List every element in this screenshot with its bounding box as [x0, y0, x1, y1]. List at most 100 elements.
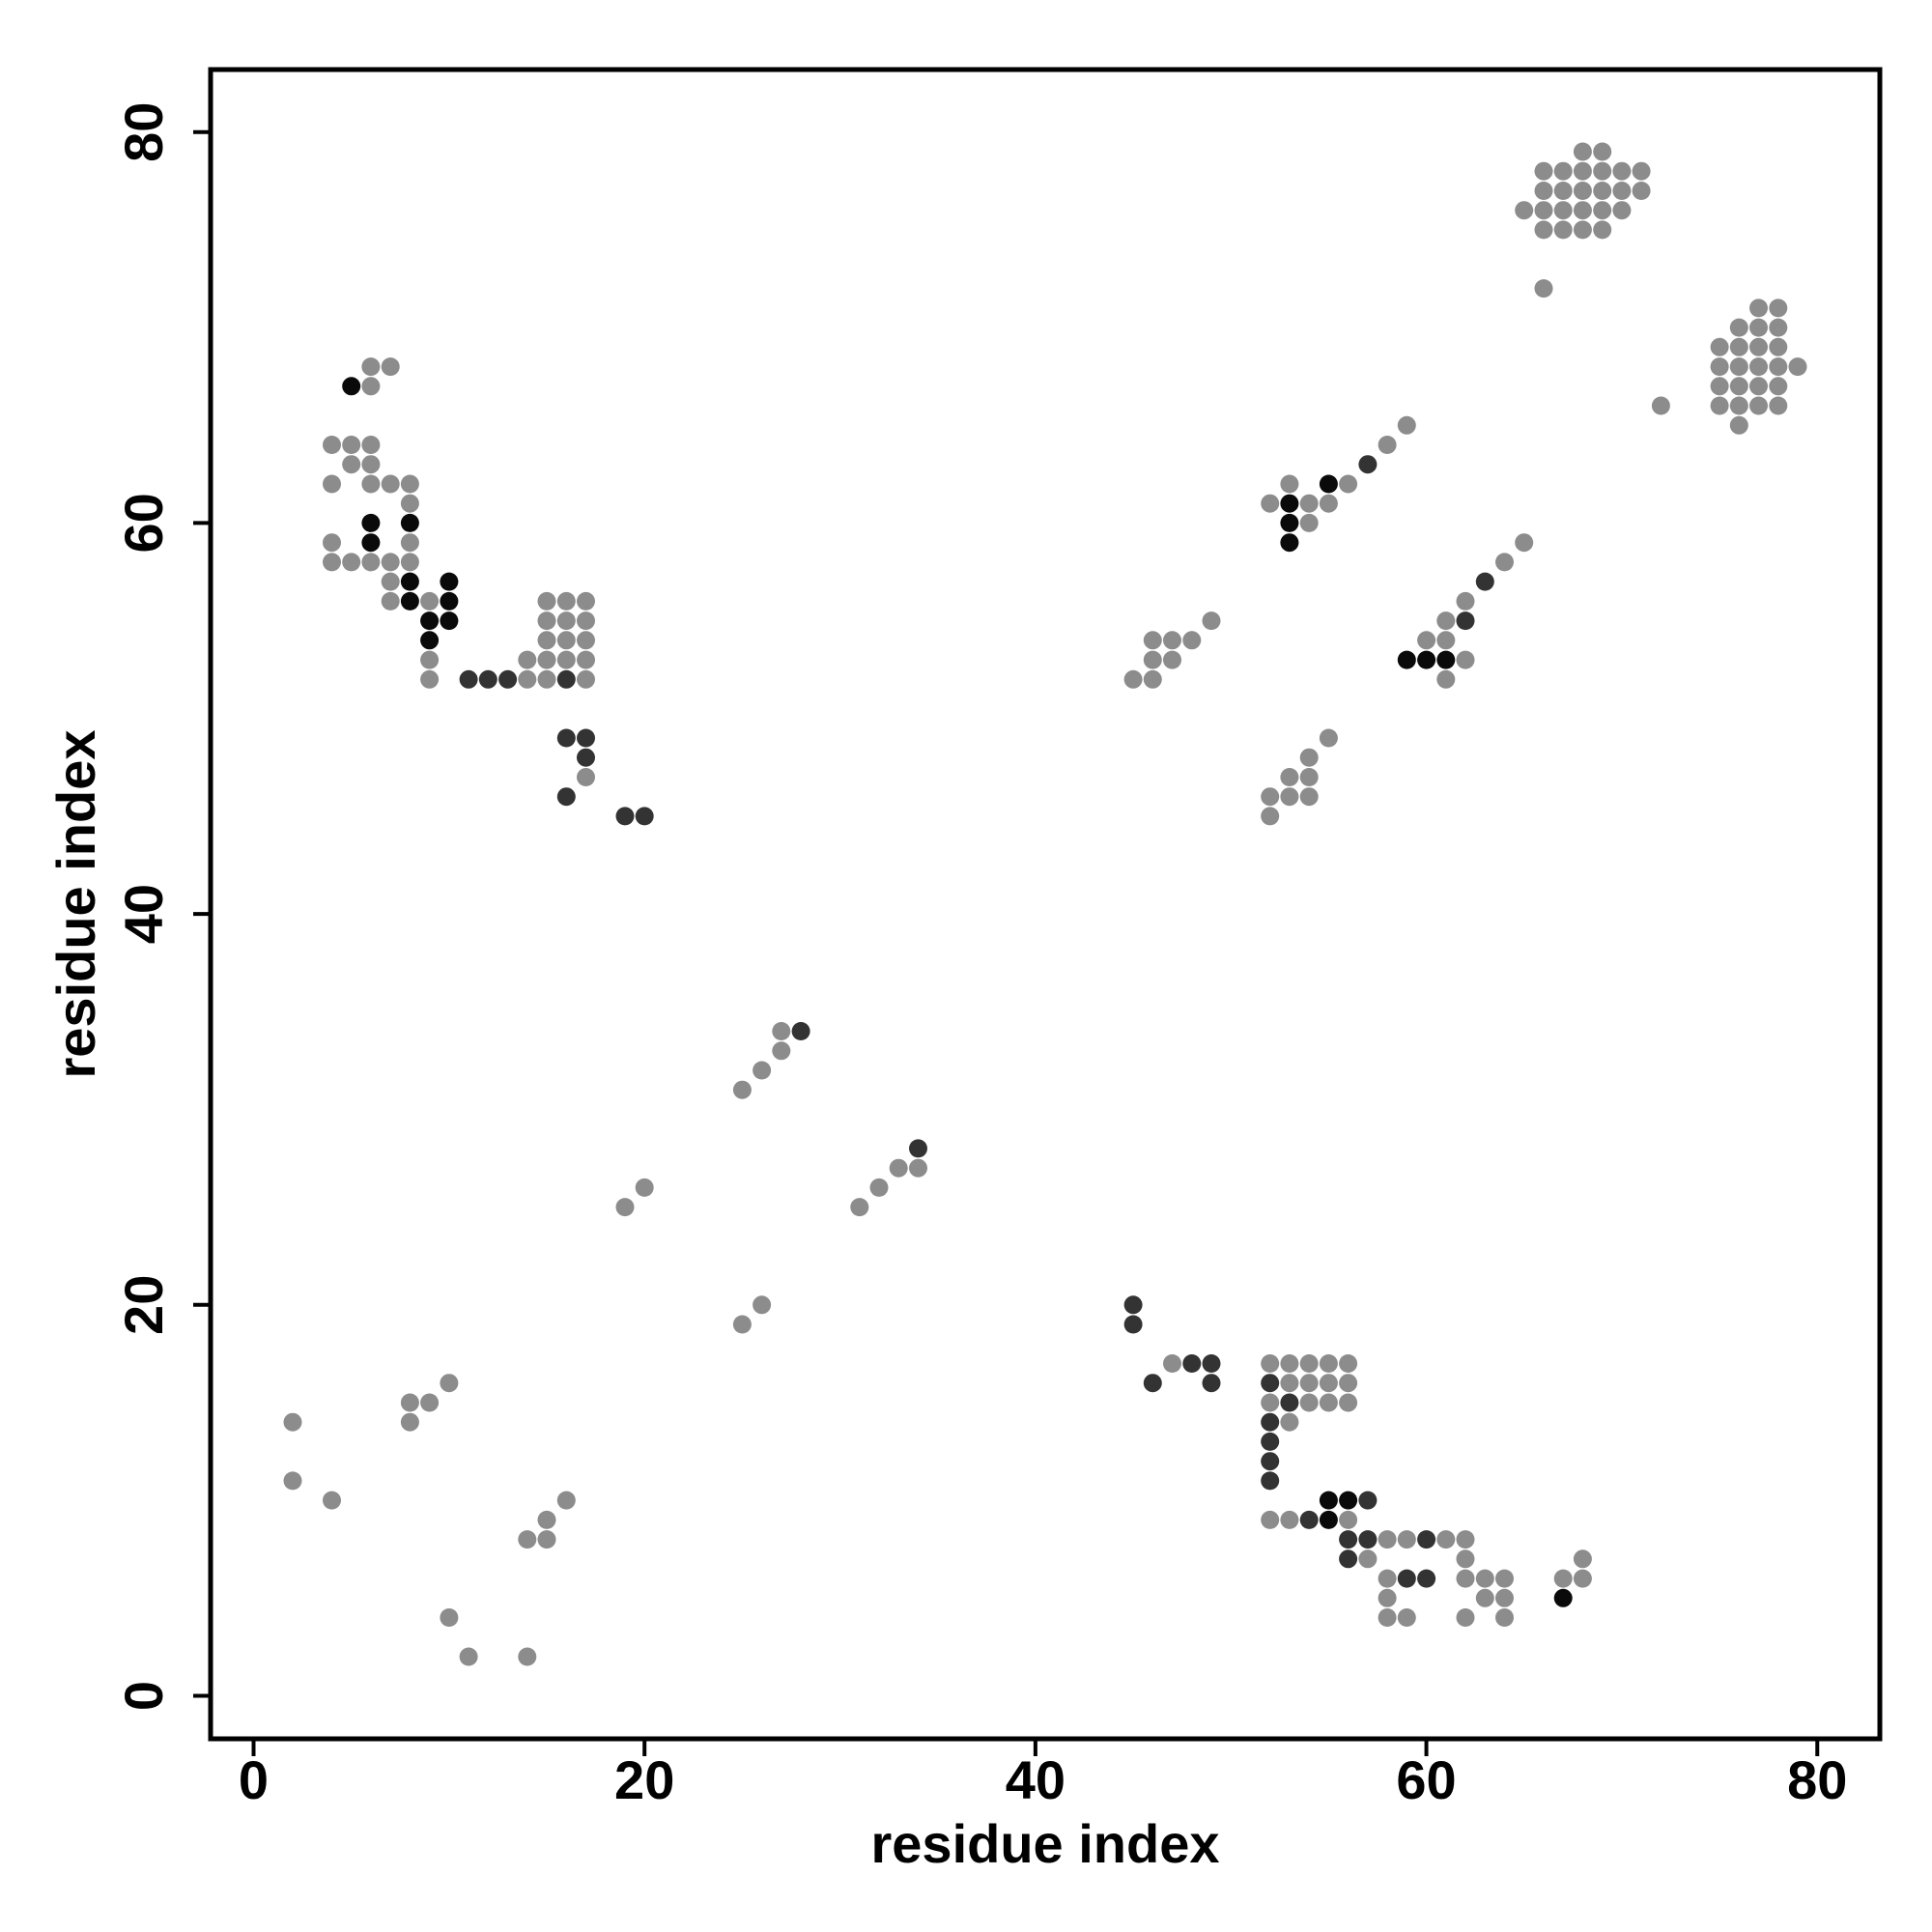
data-point-light [518, 669, 537, 689]
data-point-light [1749, 377, 1768, 396]
data-point-light [1729, 377, 1748, 396]
x-tick-label: 20 [614, 1749, 674, 1810]
data-point-light [1553, 1569, 1573, 1588]
data-point-light [1456, 650, 1475, 669]
data-point-dark [791, 1022, 810, 1040]
data-point-light [577, 591, 595, 611]
data-point-light [1378, 1608, 1397, 1627]
data-point-black [1319, 1491, 1338, 1510]
data-point-light [1339, 1510, 1358, 1529]
data-point-black [1280, 494, 1299, 513]
data-point-black [1339, 1491, 1358, 1510]
data-point-light [1143, 650, 1162, 669]
data-point-light [1475, 1588, 1494, 1607]
data-point-black [361, 533, 381, 553]
data-point-light [323, 533, 341, 553]
x-tick-label: 80 [1787, 1749, 1847, 1810]
data-point-light [1339, 1393, 1358, 1412]
data-point-light [577, 631, 595, 650]
data-point-light [1319, 1393, 1338, 1412]
data-point-light [400, 494, 419, 513]
data-point-light [1378, 436, 1397, 454]
data-point-light [323, 474, 341, 494]
data-point-black [400, 513, 419, 532]
data-point-light [577, 611, 595, 631]
data-point-light [909, 1158, 927, 1178]
data-point-light [1534, 279, 1553, 298]
data-point-light [1710, 377, 1729, 396]
data-point-light [1573, 182, 1592, 200]
data-point-light [1749, 337, 1768, 356]
data-point-light [1456, 1608, 1475, 1627]
data-point-dark [1261, 1471, 1280, 1491]
data-point-light [361, 357, 381, 377]
data-point-light [1749, 318, 1768, 337]
data-point-light [1280, 1354, 1299, 1373]
data-point-light [1397, 415, 1416, 435]
data-point-light [1593, 201, 1612, 220]
data-point-light [400, 553, 419, 572]
data-point-light [1593, 220, 1612, 240]
data-point-light [1593, 161, 1612, 181]
y-tick-label: 20 [113, 1275, 174, 1335]
data-point-light [1163, 650, 1181, 669]
data-point-light [323, 1491, 341, 1510]
data-point-light [1553, 161, 1573, 181]
data-point-light [1612, 161, 1632, 181]
data-point-light [342, 436, 361, 454]
data-point-light [361, 455, 381, 474]
data-point-light [440, 1608, 459, 1627]
x-axis-title: residue index [870, 1813, 1219, 1874]
data-point-light [1397, 1608, 1416, 1627]
data-point-light [1710, 396, 1729, 415]
data-point-dark [909, 1139, 927, 1158]
data-point-dark [498, 669, 518, 689]
data-point-dark [1358, 455, 1378, 474]
data-point-light [1280, 768, 1299, 786]
y-axis-title: residue index [45, 729, 106, 1078]
data-point-light [1299, 494, 1319, 513]
data-point-light [1378, 1530, 1397, 1549]
data-point-dark [577, 748, 595, 767]
data-point-light [1593, 142, 1612, 161]
data-point-dark [1417, 1530, 1436, 1549]
y-tick-label: 40 [113, 884, 174, 944]
data-point-light [732, 1315, 752, 1334]
data-point-light [1749, 396, 1768, 415]
data-point-light [518, 650, 537, 669]
data-point-light [1456, 1569, 1475, 1588]
y-tick-label: 0 [113, 1681, 174, 1711]
data-point-dark [635, 807, 654, 826]
data-point-light [1319, 494, 1338, 513]
data-point-black [420, 631, 440, 650]
data-point-light [1339, 474, 1358, 494]
data-point-light [1143, 669, 1162, 689]
data-point-light [1495, 1588, 1514, 1607]
data-point-light [889, 1158, 908, 1178]
data-point-light [1475, 1569, 1494, 1588]
data-point-light [518, 1530, 537, 1549]
data-point-light [1710, 357, 1729, 377]
data-point-light [1319, 728, 1338, 748]
data-point-light [537, 1530, 556, 1549]
data-point-light [1261, 1354, 1280, 1373]
data-point-light [1358, 1549, 1378, 1569]
data-point-dark [615, 807, 635, 826]
data-point-black [420, 611, 440, 631]
data-point-light [381, 591, 400, 611]
data-point-black [1417, 650, 1436, 669]
data-point-black [342, 377, 361, 396]
data-point-light [869, 1178, 889, 1197]
data-point-dark [1358, 1530, 1378, 1549]
data-point-light [1593, 182, 1612, 200]
data-point-black [1397, 650, 1416, 669]
data-point-light [1182, 631, 1202, 650]
data-point-light [1769, 318, 1788, 337]
data-point-light [1280, 1412, 1299, 1432]
data-point-light [381, 553, 400, 572]
data-point-light [381, 572, 400, 591]
data-point-black [440, 611, 459, 631]
data-point-light [1339, 1354, 1358, 1373]
data-point-light [1319, 1354, 1338, 1373]
